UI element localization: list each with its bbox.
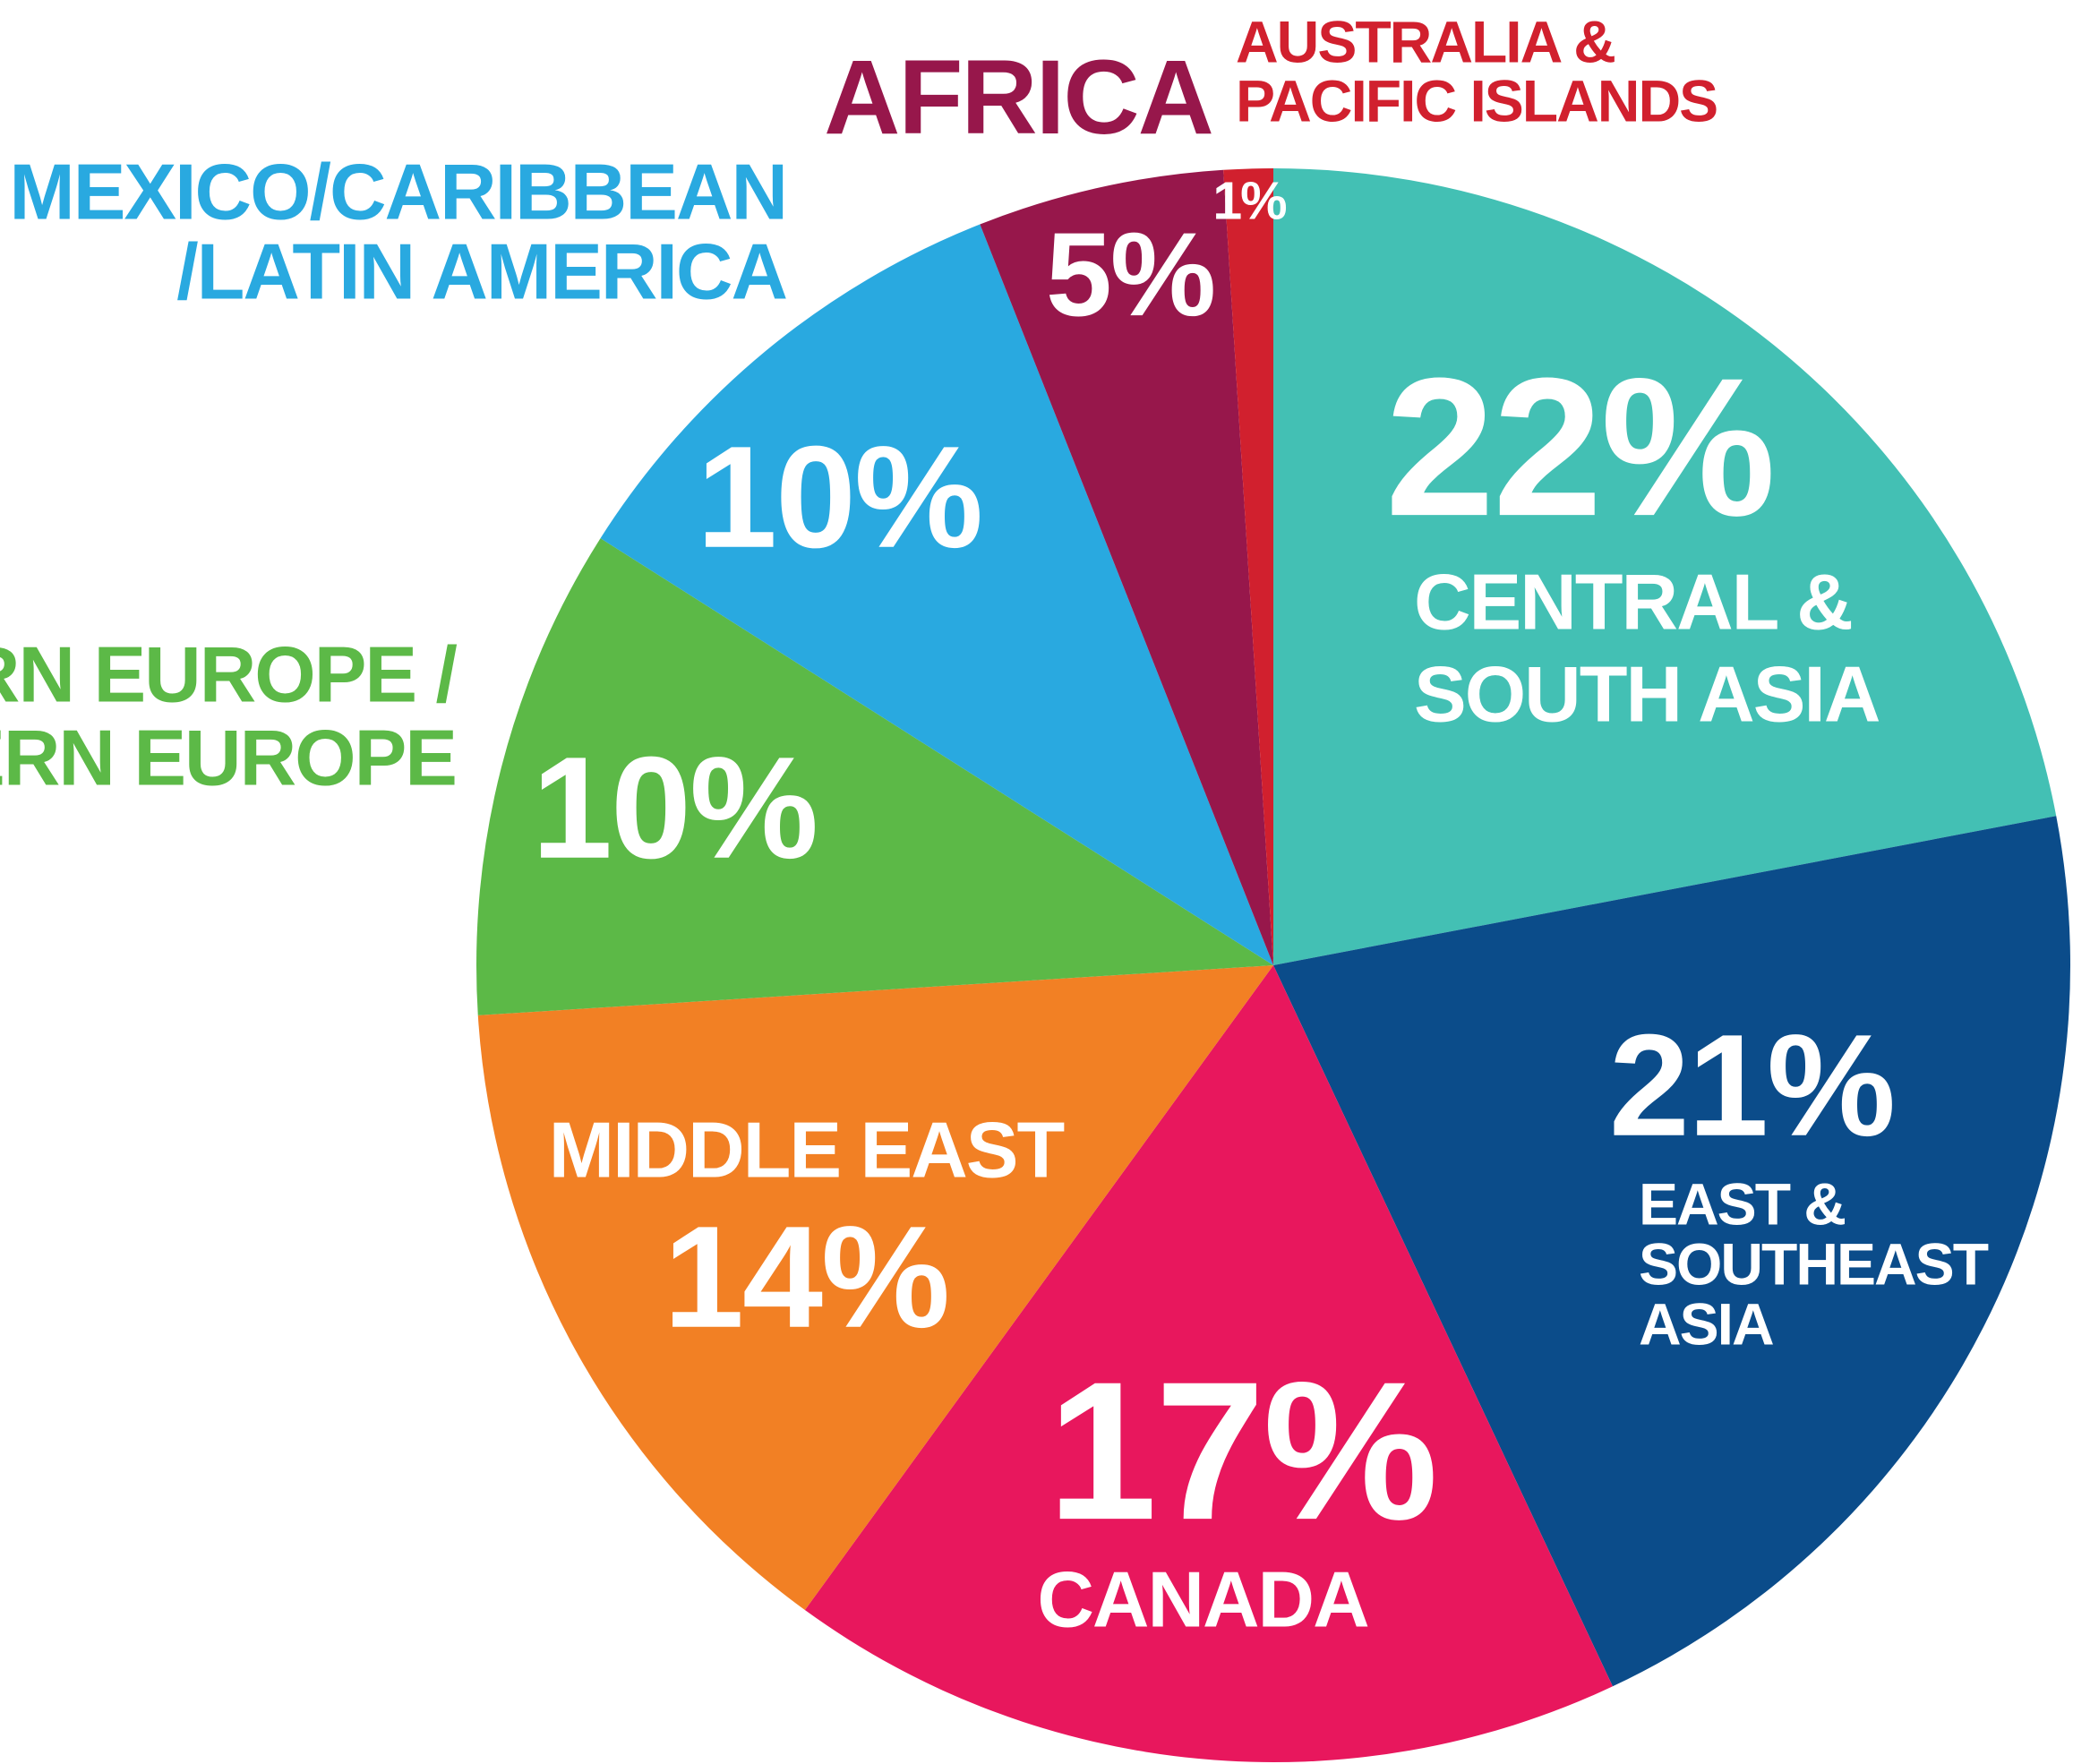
category-label: PACIFIC ISLANDS [1236, 67, 1717, 133]
category-label: ASIA [1639, 1290, 1773, 1357]
pie-slice [477, 965, 1273, 1611]
category-label: MEXICO/CARIBBEAN [9, 147, 786, 235]
value-label: 1% [1212, 172, 1286, 231]
value-label: 22% [1385, 337, 1774, 557]
value-label: 17% [1048, 1340, 1436, 1561]
value-label: 10% [697, 416, 981, 578]
category-label: EAST & [1639, 1170, 1845, 1237]
category-label: CENTRAL & [1414, 557, 1852, 646]
category-label: SOUTHEAST [1639, 1230, 1989, 1297]
category-label: SOUTH ASIA [1414, 649, 1880, 738]
category-label: WESTERN EUROPE / [0, 629, 458, 718]
pie-slice [804, 965, 1613, 1762]
value-label: 10% [532, 727, 817, 889]
pie-slice [600, 224, 1273, 966]
pie-slice [980, 169, 1273, 965]
value-label: 14% [664, 1196, 948, 1358]
pie-slice [1273, 168, 2057, 965]
value-label: 21% [1609, 1005, 1894, 1167]
category-label: AFRICA [824, 39, 1212, 157]
category-label: EASTERN EUROPE [0, 713, 456, 801]
category-label: /LATIN AMERICA [176, 227, 786, 315]
category-label: AUSTRALIA & [1236, 8, 1615, 74]
pie-slice [476, 538, 1273, 1015]
pie-slice [1273, 816, 2070, 1687]
pie-slice [1223, 168, 1273, 965]
category-label: MIDDLE EAST [549, 1105, 1065, 1194]
category-label: CANADA [1037, 1554, 1368, 1643]
value-label: 5% [1046, 209, 1214, 341]
